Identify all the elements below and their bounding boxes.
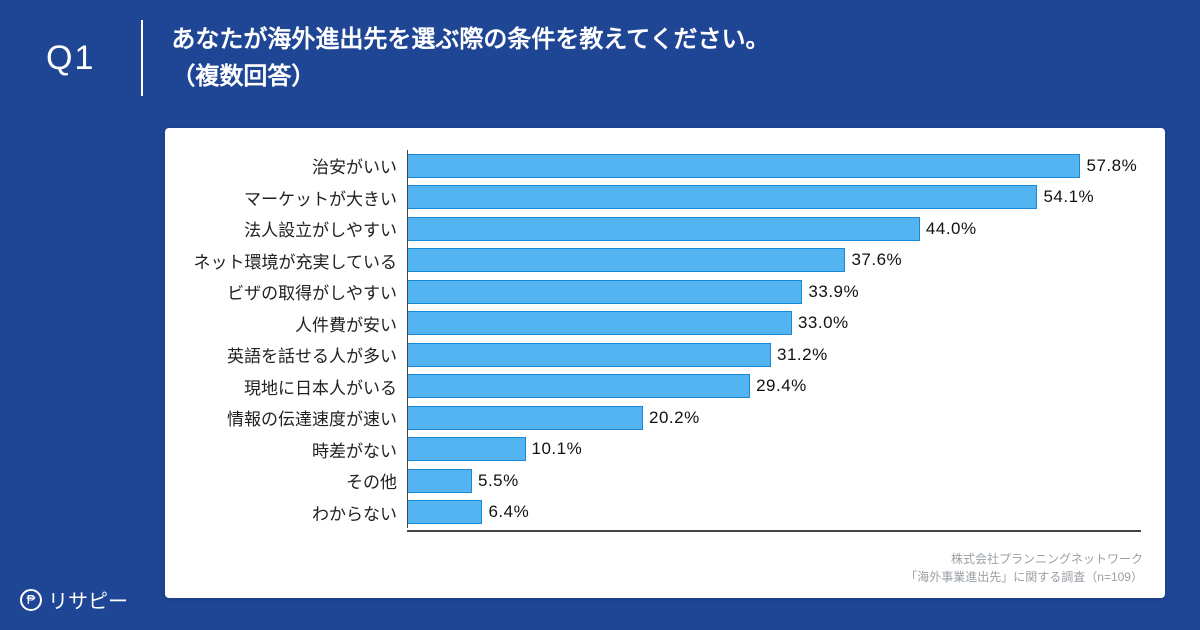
header: Q1 あなたが海外進出先を選ぶ際の条件を教えてください。 （複数回答） (0, 0, 1200, 108)
question-line2: （複数回答） (171, 58, 769, 95)
chart-row: わからない 6.4% (189, 497, 1141, 529)
chart-row: 情報の伝達速度が速い 20.2% (189, 402, 1141, 434)
bar-label: 治安がいい (189, 153, 407, 178)
bar-area: 54.1% (407, 182, 1141, 214)
logo-text: リサピー (48, 585, 128, 614)
bar-chart: 治安がいい 57.8% マーケットが大きい 54.1% 法人設立がしやすい 44.0% ネッ… (189, 150, 1141, 532)
chart-row: 時差がない 10.1% (189, 434, 1141, 466)
bar-label: 時差がない (189, 437, 407, 462)
bar-area: 5.5% (407, 465, 1141, 497)
bar (408, 311, 792, 335)
bar-value: 37.6% (845, 250, 902, 270)
chart-row: 人件費が安い 33.0% (189, 308, 1141, 340)
chart-card: 治安がいい 57.8% マーケットが大きい 54.1% 法人設立がしやすい 44.0% ネッ… (165, 128, 1165, 598)
bar-value: 57.8% (1080, 156, 1137, 176)
question-line1: あなたが海外進出先を選ぶ際の条件を教えてください。 (171, 21, 769, 58)
bar-label: 人件費が安い (189, 311, 407, 336)
bar-label: ネット環境が充実している (189, 248, 407, 273)
bar-area: 6.4% (407, 497, 1141, 529)
bar-label: ビザの取得がしやすい (189, 279, 407, 304)
bar (408, 217, 920, 241)
logo: ₱ リサピー (20, 585, 128, 614)
bar-value: 54.1% (1037, 187, 1094, 207)
bar (408, 343, 771, 367)
bar (408, 406, 643, 430)
bar-value: 33.0% (792, 313, 849, 333)
bar-label: その他 (189, 468, 407, 493)
bar (408, 185, 1037, 209)
chart-row: その他 5.5% (189, 465, 1141, 497)
chart-row: 治安がいい 57.8% (189, 150, 1141, 182)
bar-area: 29.4% (407, 371, 1141, 403)
x-axis (407, 530, 1141, 532)
bar-area: 44.0% (407, 213, 1141, 245)
bar-value: 5.5% (472, 471, 519, 491)
credit-line2: 「海外事業進出先」に関する調査（n=109） (905, 568, 1143, 586)
bar-area: 10.1% (407, 434, 1141, 466)
bar-area: 20.2% (407, 402, 1141, 434)
chart-row: 現地に日本人がいる 29.4% (189, 371, 1141, 403)
question-number: Q1 (40, 33, 113, 84)
bar-value: 10.1% (526, 439, 583, 459)
credit-line1: 株式会社プランニングネットワーク (905, 550, 1143, 568)
bar-value: 29.4% (750, 376, 807, 396)
bar-area: 57.8% (407, 150, 1141, 182)
bar-label: 現地に日本人がいる (189, 374, 407, 399)
chart-row: 法人設立がしやすい 44.0% (189, 213, 1141, 245)
bar-area: 31.2% (407, 339, 1141, 371)
divider-vertical (141, 20, 143, 96)
bar-label: 法人設立がしやすい (189, 216, 407, 241)
bar-area: 37.6% (407, 245, 1141, 277)
bar-label: 英語を話せる人が多い (189, 342, 407, 367)
logo-icon: ₱ (20, 589, 42, 611)
bar (408, 154, 1080, 178)
bar (408, 374, 750, 398)
chart-row: 英語を話せる人が多い 31.2% (189, 339, 1141, 371)
bar (408, 500, 482, 524)
bar (408, 280, 802, 304)
bar-area: 33.0% (407, 308, 1141, 340)
chart-row: マーケットが大きい 54.1% (189, 182, 1141, 214)
credit-text: 株式会社プランニングネットワーク 「海外事業進出先」に関する調査（n=109） (905, 550, 1143, 586)
bar-label: わからない (189, 500, 407, 525)
bar (408, 248, 845, 272)
bar-area: 33.9% (407, 276, 1141, 308)
bar-value: 31.2% (771, 345, 828, 365)
bar-label: マーケットが大きい (189, 185, 407, 210)
bar-value: 44.0% (920, 219, 977, 239)
chart-row: ネット環境が充実している 37.6% (189, 245, 1141, 277)
bar-value: 6.4% (482, 502, 529, 522)
bar (408, 437, 526, 461)
frame: Q1 あなたが海外進出先を選ぶ際の条件を教えてください。 （複数回答） 治安がい… (0, 0, 1200, 630)
bar-label: 情報の伝達速度が速い (189, 405, 407, 430)
question-text: あなたが海外進出先を選ぶ際の条件を教えてください。 （複数回答） (171, 21, 769, 95)
bar-value: 33.9% (802, 282, 859, 302)
chart-row: ビザの取得がしやすい 33.9% (189, 276, 1141, 308)
bar-value: 20.2% (643, 408, 700, 428)
bar (408, 469, 472, 493)
